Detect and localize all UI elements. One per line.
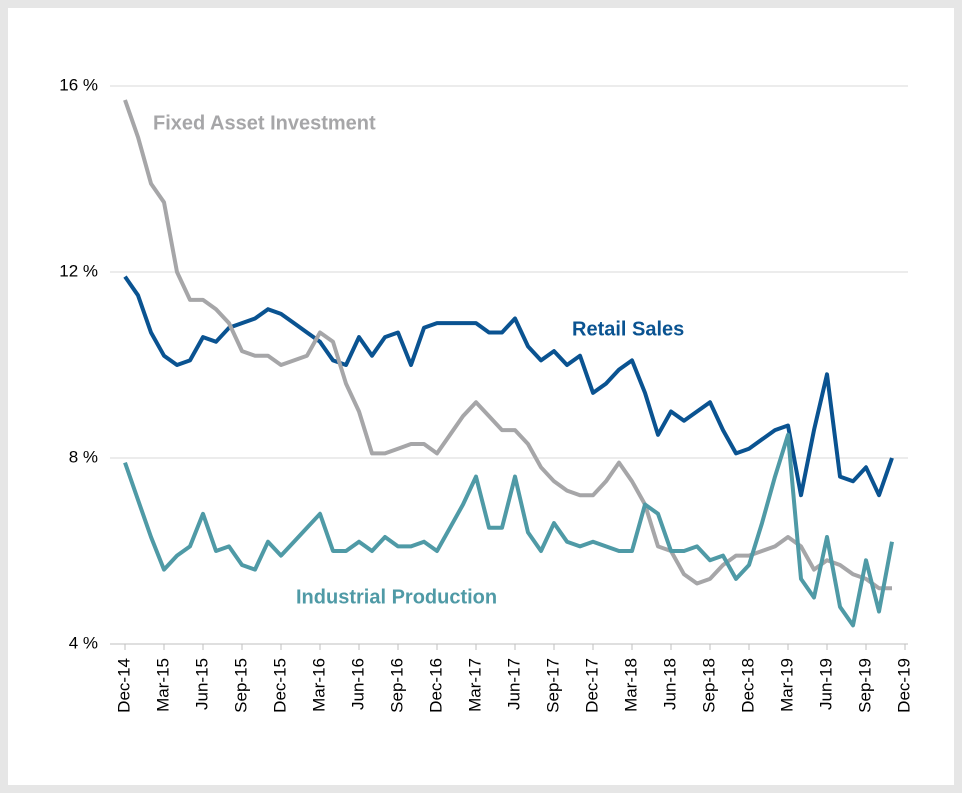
series-label: Fixed Asset Investment [153, 112, 376, 134]
x-tick-label: Jun-15 [192, 658, 211, 710]
series-label: Industrial Production [296, 586, 497, 608]
y-tick-label: 12 % [59, 261, 98, 280]
x-tick-label: Jun-18 [660, 658, 679, 710]
x-tick-label: Sep-19 [855, 658, 874, 713]
x-tick-label: Dec-19 [894, 658, 913, 713]
x-tick-label: Mar-18 [621, 658, 640, 712]
x-tick-label: Dec-14 [114, 658, 133, 713]
series-line [123, 432, 894, 628]
series-line [123, 99, 892, 591]
y-tick-label: 8 % [69, 447, 98, 466]
x-tick-label: Sep-15 [231, 658, 250, 713]
x-tick-label: Mar-17 [465, 658, 484, 712]
series-label: Retail Sales [572, 318, 684, 340]
x-tick-label: Sep-18 [699, 658, 718, 713]
x-tick-label: Jun-16 [348, 658, 367, 710]
x-tick-label: Sep-17 [543, 658, 562, 713]
y-tick-label: 16 % [59, 75, 98, 94]
x-tick-label: Dec-15 [270, 658, 289, 713]
x-tick-label: Mar-19 [777, 658, 796, 712]
series-line [123, 275, 894, 498]
x-tick-label: Mar-16 [309, 658, 328, 712]
x-tick-label: Dec-16 [426, 658, 445, 713]
x-tick-label: Dec-18 [738, 658, 757, 713]
y-tick-label: 4 % [69, 633, 98, 652]
x-tick-label: Sep-16 [387, 658, 406, 713]
x-tick-label: Dec-17 [582, 658, 601, 713]
x-tick-label: Jun-19 [816, 658, 835, 710]
x-tick-label: Mar-15 [153, 658, 172, 712]
x-tick-label: Jun-17 [504, 658, 523, 710]
